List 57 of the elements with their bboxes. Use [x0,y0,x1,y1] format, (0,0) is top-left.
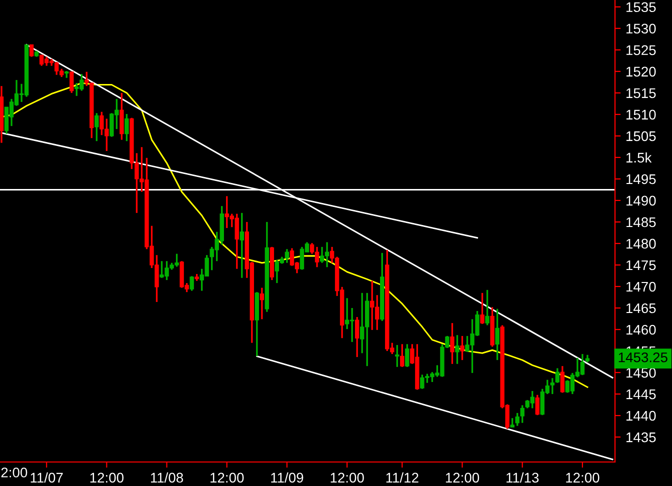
y-tick-label: 1485 [626,217,656,228]
y-tick-label: 1490 [626,196,656,206]
y-tick-label: 1.5k [626,152,652,163]
x-tick-label: 12:00 [566,472,600,483]
x-tick-label: 12:00 [210,472,244,483]
candlestick [520,404,524,424]
candlestick [455,334,460,365]
x-tick-label: 11/13 [506,472,539,483]
candlestick [515,412,520,427]
candlestick [460,335,464,361]
text: 2:00 [1,468,28,478]
candlestick [400,343,404,368]
text: 1453.25 [618,352,668,362]
candlestick [510,417,514,428]
x-tick-label: 12:00 [330,472,364,483]
candlestick [70,71,74,94]
y-tick-label: 1435 [626,432,656,442]
candlestick [480,292,484,325]
y-tick-label: 1495 [626,174,656,184]
x-tick-label: 12:00 [446,472,480,483]
candlestick [284,248,290,264]
y-tick-label: 1520 [626,66,656,77]
candlestick [94,112,99,142]
candlestick [240,212,244,279]
candlestick [354,316,360,358]
candlestick [395,344,400,368]
candlestick [124,113,129,142]
candlestick [450,322,454,365]
x-tick-label: 11/08 [150,472,184,483]
x-tick-label: 11/09 [271,472,304,483]
candlestick [485,289,490,326]
x-tick-label: 12:00 [90,472,124,483]
y-tick-label: 1510 [626,110,656,120]
candlestick [555,367,560,384]
candlestick [405,343,410,368]
candlestick [190,275,194,292]
candlestick [29,44,34,58]
candlestick [495,308,500,361]
candlestick [260,286,264,320]
y-tick-label: 1475 [626,260,656,270]
y-tick-label: 1535 [626,2,656,12]
y-tick-label: 1465 [626,303,656,314]
candlestick [550,377,554,395]
candlestick [120,92,124,141]
candlestick [560,365,565,394]
y-tick-label: 1505 [626,131,656,142]
y-tick-label: 1515 [626,88,656,98]
y-tick-label: 1480 [626,238,656,249]
x-tick-label: 11/07 [30,472,63,483]
y-tick-label: 1460 [626,324,656,335]
y-tick-label: 1525 [626,45,656,56]
x-tick-label: 11/12 [386,472,418,483]
y-tick-label: 1445 [626,390,656,400]
y-tick-label: 1530 [626,24,656,34]
y-tick-label: 1440 [626,410,656,421]
candlestick [535,394,540,416]
y-tick-label: 1470 [626,282,656,292]
